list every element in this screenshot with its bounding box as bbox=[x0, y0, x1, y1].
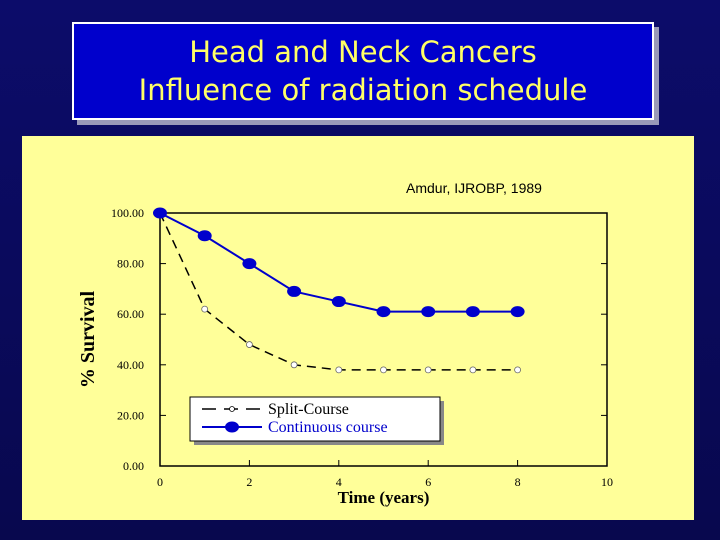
x-axis-title: Time (years) bbox=[338, 488, 430, 507]
continuous-course-point bbox=[376, 306, 391, 318]
split-course-point bbox=[424, 366, 432, 374]
x-tick-label: 8 bbox=[515, 475, 521, 489]
continuous-course-point bbox=[510, 306, 525, 318]
split-course-line bbox=[159, 212, 518, 371]
x-tick-label: 0 bbox=[157, 475, 163, 489]
survival-chart: Amdur, IJROBP, 1989 0.00 20.00 40.00 60.00 8… bbox=[77, 180, 613, 507]
split-course-point bbox=[245, 341, 253, 348]
split-course-point bbox=[201, 305, 209, 313]
plot-frame bbox=[159, 212, 608, 467]
y-tick-label: 40.00 bbox=[117, 358, 144, 372]
split-course-point bbox=[380, 366, 387, 374]
y-tick-label: 60.00 bbox=[117, 307, 144, 321]
legend-box bbox=[189, 396, 441, 442]
x-tick-label: 2 bbox=[246, 475, 252, 489]
legend-split-label: Split-Course bbox=[268, 401, 349, 418]
continuous-course-point bbox=[197, 230, 212, 242]
x-tick-label: 6 bbox=[425, 475, 431, 489]
split-course-point bbox=[514, 366, 522, 374]
slide-title-line1: Head and Neck Cancers bbox=[189, 35, 537, 69]
legend-split-marker bbox=[229, 406, 235, 412]
split-course-point bbox=[469, 366, 477, 374]
plot-area: 0.00 20.00 40.00 60.00 80.00 100.00 0 2 4 6 8 10 Tim… bbox=[77, 206, 613, 507]
y-axis-title: % Survival bbox=[77, 290, 99, 388]
x-tick-label: 10 bbox=[601, 475, 613, 489]
chart-panel: Amdur, IJROBP, 1989 0.00 20.00 40.00 60.00 8… bbox=[22, 136, 694, 520]
continuous-course-point bbox=[465, 306, 480, 318]
split-course-point bbox=[290, 361, 298, 369]
continuous-course-point bbox=[242, 258, 257, 270]
x-tick-label: 4 bbox=[336, 475, 342, 489]
y-tick-label: 80.00 bbox=[117, 257, 144, 271]
split-course-point bbox=[335, 366, 343, 374]
continuous-course-point bbox=[153, 207, 167, 219]
title-box: Head and Neck Cancers Influence of radia… bbox=[72, 22, 654, 120]
y-tick-label: 100.00 bbox=[111, 206, 144, 220]
continuous-course-point bbox=[421, 306, 436, 318]
y-tick-label: 20.00 bbox=[117, 408, 144, 422]
citation-text: Amdur, IJROBP, 1989 bbox=[406, 180, 542, 196]
continuous-course-point bbox=[287, 285, 302, 297]
legend-continuous-label: Continuous course bbox=[268, 419, 388, 436]
slide-title-line2: Influence of radiation schedule bbox=[138, 73, 588, 107]
continuous-course-point bbox=[331, 296, 346, 308]
y-tick-label: 0.00 bbox=[123, 459, 144, 473]
legend-continuous-marker bbox=[225, 421, 239, 433]
